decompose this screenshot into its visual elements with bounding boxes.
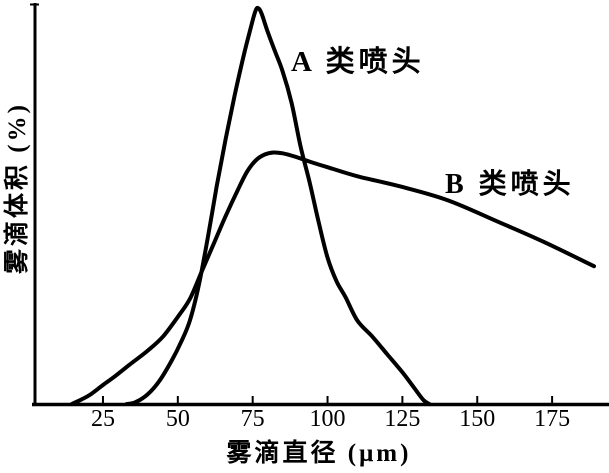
x-tick-label: 100 xyxy=(309,406,346,432)
x-tick-label: 25 xyxy=(90,406,115,432)
x-axis-ticks xyxy=(101,396,554,404)
x-tick-label: 150 xyxy=(459,406,496,432)
x-tick-label: 125 xyxy=(384,406,421,432)
series-a-label: A 类喷头 xyxy=(291,46,425,78)
x-axis-label: 雾滴直径 (μm) xyxy=(226,440,412,467)
x-tick-label: 75 xyxy=(240,406,265,432)
x-tick-label: 175 xyxy=(534,406,571,432)
curve-b-nozzle xyxy=(69,150,596,406)
series-b-label: B 类喷头 xyxy=(445,169,575,200)
y-axis-label: 雾滴体积 (%) xyxy=(4,102,31,274)
x-tick-label: 50 xyxy=(165,406,190,432)
curves xyxy=(69,5,596,406)
curve-a-nozzle xyxy=(124,5,432,406)
